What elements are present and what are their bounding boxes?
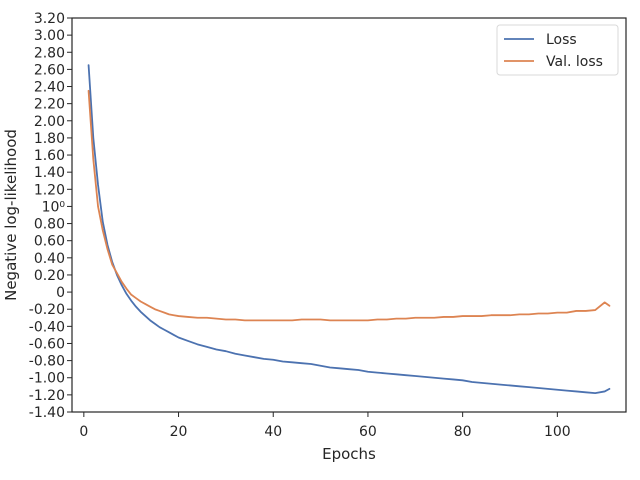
legend-box: [496, 24, 619, 76]
y-tick-label: -1.40: [29, 405, 65, 421]
y-tick-label: 0: [56, 285, 65, 301]
plot-frame: [71, 17, 627, 413]
y-tick-label: 3.20: [34, 11, 65, 27]
series-line-val-loss: [87, 89, 611, 322]
y-tick-label: 0.20: [34, 268, 65, 284]
y-tick-label: -0.40: [29, 319, 65, 335]
y-tick-label: -1.00: [29, 371, 65, 387]
legend: Loss Val. loss: [496, 24, 619, 76]
y-tick-label: 0.60: [34, 234, 65, 250]
y-tick-label: -1.20: [29, 388, 65, 404]
x-tick-label: 40: [264, 424, 282, 440]
x-tick-label: 100: [544, 424, 571, 440]
y-tick-label: -0.20: [29, 302, 65, 318]
y-tick-label: 1.60: [34, 148, 65, 164]
y-tick-label: 3.00: [34, 28, 65, 44]
series-line-loss: [87, 64, 611, 395]
legend-label-loss: Loss: [546, 32, 577, 48]
y-tick-label: 2.00: [34, 114, 65, 130]
y-tick-label: 10⁰: [42, 199, 66, 215]
y-tick-label: 1.20: [34, 182, 65, 198]
x-axis-title: Epochs: [322, 445, 376, 463]
y-tick-label: 0.40: [34, 251, 65, 267]
series-layer: [87, 64, 611, 395]
x-tick-label: 80: [454, 424, 472, 440]
y-tick-label: 2.60: [34, 62, 65, 78]
y-tick-label: -0.80: [29, 354, 65, 370]
y-tick-label: -0.60: [29, 336, 65, 352]
y-tick-label: 2.40: [34, 80, 65, 96]
y-tick-label: 2.20: [34, 97, 65, 113]
y-tick-label: 2.80: [34, 45, 65, 61]
y-tick-label: 0.80: [34, 217, 65, 233]
y-axis-ticks: -1.40-1.20-1.00-0.80 -0.60-0.40-0.2000.20…: [29, 11, 72, 421]
y-tick-label: 1.40: [34, 165, 65, 181]
legend-label-val-loss: Val. loss: [546, 54, 603, 70]
y-tick-label: 1.80: [34, 131, 65, 147]
x-tick-label: 0: [79, 424, 88, 440]
x-tick-label: 20: [170, 424, 188, 440]
x-axis-ticks: 0 20 40 60 80 100: [79, 412, 571, 440]
y-axis-title: Negative log-likelihood: [2, 129, 20, 301]
x-tick-label: 60: [359, 424, 377, 440]
